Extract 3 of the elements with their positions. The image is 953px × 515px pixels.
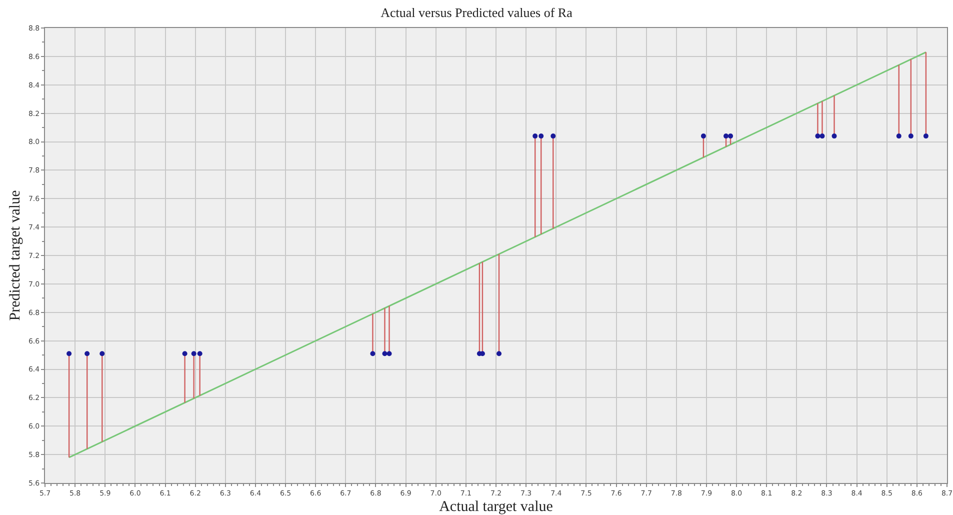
x-axis-title: Actual target value	[439, 499, 554, 515]
chart-title: Actual versus Predicted values of Ra	[380, 4, 573, 20]
y-axis-title: Predicted target value	[8, 190, 24, 321]
